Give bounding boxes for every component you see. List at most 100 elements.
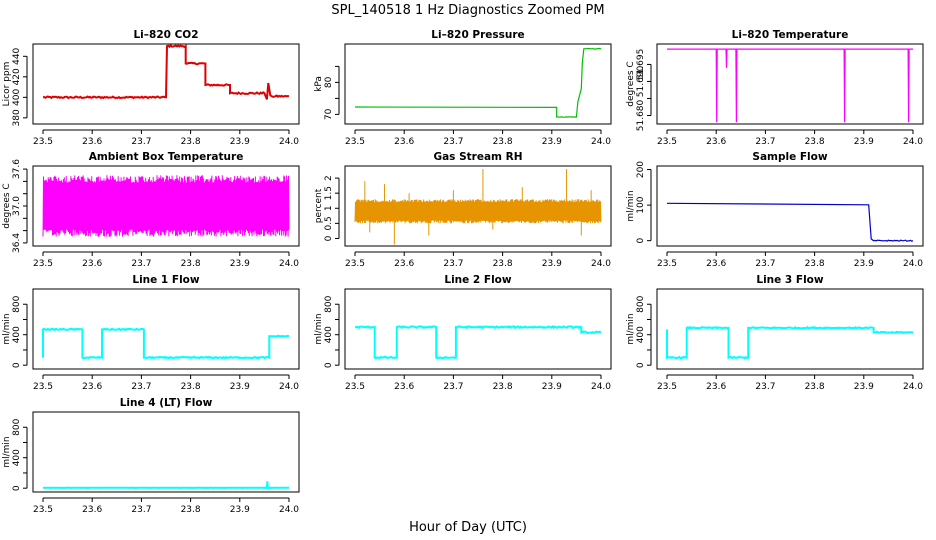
y-tick-label: 51.690 bbox=[636, 65, 646, 97]
y-tick-label: 400 bbox=[12, 449, 22, 466]
x-tick-label: 24.0 bbox=[279, 259, 299, 269]
panel-ambient-box-temperature: Ambient Box Temperature 23.5 23.6 23.7 23.8 2… bbox=[2, 151, 300, 269]
y-tick-label: 400 bbox=[12, 88, 22, 105]
panel-line-4-lt-flow: Line 4 (LT) Flow 23.5 23.6 23.7 23.8 23.9 24.0… bbox=[2, 397, 300, 515]
panel-line-2-flow: Line 2 Flow 23.5 23.6 23.7 23.8 23.9 24.0 0 400 8… bbox=[314, 274, 612, 392]
y-tick-label: 420 bbox=[12, 68, 22, 85]
x-tick-label: 23.8 bbox=[181, 259, 201, 269]
x-tick-label: 23.5 bbox=[345, 137, 365, 147]
y-tick-label: 1 bbox=[324, 205, 334, 211]
x-tick-label: 23.5 bbox=[33, 505, 53, 515]
x-tick-label: 23.6 bbox=[82, 505, 102, 515]
series-line bbox=[42, 44, 290, 100]
figure-x-axis-label: Hour of Day (UTC) bbox=[409, 520, 527, 535]
x-tick-label: 23.5 bbox=[657, 259, 677, 269]
panel-title: Gas Stream RH bbox=[433, 151, 522, 163]
y-tick-label: 70 bbox=[324, 108, 334, 120]
x-tick-label: 23.8 bbox=[493, 382, 513, 392]
x-tick-label: 24.0 bbox=[591, 137, 611, 147]
plot-frame bbox=[344, 288, 612, 370]
panel-title: Sample Flow bbox=[752, 151, 827, 163]
x-tick-label: 23.8 bbox=[805, 259, 825, 269]
y-axis-label: Licor ppm bbox=[2, 62, 12, 107]
panel-title: Line 4 (LT) Flow bbox=[120, 397, 213, 409]
x-tick-label: 23.7 bbox=[131, 505, 151, 515]
x-tick-label: 23.9 bbox=[230, 259, 250, 269]
x-tick-label: 23.6 bbox=[82, 137, 102, 147]
data-series bbox=[354, 47, 602, 118]
y-tick-label: 200 bbox=[636, 161, 646, 178]
x-tick-label: 23.7 bbox=[443, 137, 463, 147]
x-tick-label: 23.8 bbox=[181, 382, 201, 392]
x-tick-label: 23.6 bbox=[706, 137, 726, 147]
x-tick-label: 23.8 bbox=[181, 505, 201, 515]
data-series bbox=[354, 169, 602, 245]
panel-title: Li–820 CO2 bbox=[133, 29, 198, 41]
x-tick-label: 23.6 bbox=[394, 137, 414, 147]
plot-frame bbox=[32, 165, 300, 247]
y-tick-label: 400 bbox=[324, 326, 334, 343]
y-axis-label: degrees C bbox=[626, 61, 636, 106]
x-tick-label: 23.6 bbox=[82, 382, 102, 392]
x-tick-label: 23.5 bbox=[657, 137, 677, 147]
x-tick-label: 23.5 bbox=[33, 259, 53, 269]
y-axis-label: ml/min bbox=[626, 313, 636, 344]
x-tick-label: 23.5 bbox=[657, 382, 677, 392]
x-tick-label: 23.6 bbox=[706, 259, 726, 269]
plot-frame bbox=[344, 165, 612, 247]
panel-title: Ambient Box Temperature bbox=[89, 151, 244, 163]
x-tick-label: 24.0 bbox=[903, 382, 923, 392]
plot-frame bbox=[32, 288, 300, 370]
data-series bbox=[43, 481, 289, 489]
x-tick-label: 24.0 bbox=[591, 382, 611, 392]
data-series bbox=[666, 325, 914, 360]
y-axis-label: ml/min bbox=[314, 313, 324, 344]
series-band bbox=[354, 199, 602, 224]
panel-li-820-pressure: Li–820 Pressure 23.5 23.6 23.7 23.8 23.9 24.0 7… bbox=[314, 29, 612, 147]
x-tick-label: 23.5 bbox=[345, 382, 365, 392]
data-series bbox=[42, 327, 290, 360]
y-tick-label: 800 bbox=[636, 295, 646, 312]
y-tick-label: 80 bbox=[324, 76, 334, 88]
x-tick-label: 23.8 bbox=[493, 259, 513, 269]
y-axis-label: kPa bbox=[314, 76, 324, 92]
y-tick-label: 37.6 bbox=[12, 159, 22, 179]
x-tick-label: 23.9 bbox=[230, 382, 250, 392]
series-line bbox=[666, 202, 914, 242]
series-line bbox=[666, 325, 914, 360]
y-tick-label: 2 bbox=[324, 175, 334, 181]
panel-gas-stream-rh: Gas Stream RH 23.5 23.6 23.7 23.8 23.9 24.0 0 0.… bbox=[314, 151, 612, 269]
y-axis-label: ml/min bbox=[2, 436, 12, 467]
y-tick-label: 0 bbox=[324, 235, 334, 241]
y-axis-label: percent bbox=[314, 188, 324, 223]
series-line bbox=[354, 324, 602, 360]
panel-line-1-flow: Line 1 Flow 23.5 23.6 23.7 23.8 23.9 24.0 0 400 8… bbox=[2, 274, 300, 392]
series-line bbox=[42, 327, 290, 360]
plot-frame bbox=[656, 288, 924, 370]
y-tick-label: 400 bbox=[636, 326, 646, 343]
x-tick-label: 23.8 bbox=[805, 382, 825, 392]
figure-title: SPL_140518 1 Hz Diagnostics Zoomed PM bbox=[331, 3, 604, 18]
y-tick-label: 100 bbox=[636, 196, 646, 213]
x-tick-label: 24.0 bbox=[279, 137, 299, 147]
x-tick-label: 23.9 bbox=[542, 259, 562, 269]
data-series bbox=[667, 48, 913, 123]
x-tick-label: 23.8 bbox=[805, 137, 825, 147]
series-line bbox=[43, 481, 289, 489]
y-tick-label: 36.4 bbox=[12, 233, 22, 253]
x-tick-label: 24.0 bbox=[279, 505, 299, 515]
plot-frame bbox=[32, 411, 300, 493]
x-tick-label: 24.0 bbox=[279, 382, 299, 392]
y-tick-label: 800 bbox=[324, 295, 334, 312]
y-tick-label: 0.5 bbox=[324, 216, 334, 230]
y-axis-label: degrees C bbox=[2, 183, 12, 228]
x-tick-label: 23.7 bbox=[131, 137, 151, 147]
plot-frame bbox=[344, 43, 612, 125]
x-tick-label: 23.9 bbox=[542, 137, 562, 147]
y-tick-label: 37.0 bbox=[12, 196, 22, 216]
data-series bbox=[42, 175, 290, 237]
x-tick-label: 23.9 bbox=[854, 137, 874, 147]
panel-line-3-flow: Line 3 Flow 23.5 23.6 23.7 23.8 23.9 24.0 0 400 8… bbox=[626, 274, 924, 392]
x-tick-label: 23.6 bbox=[394, 259, 414, 269]
